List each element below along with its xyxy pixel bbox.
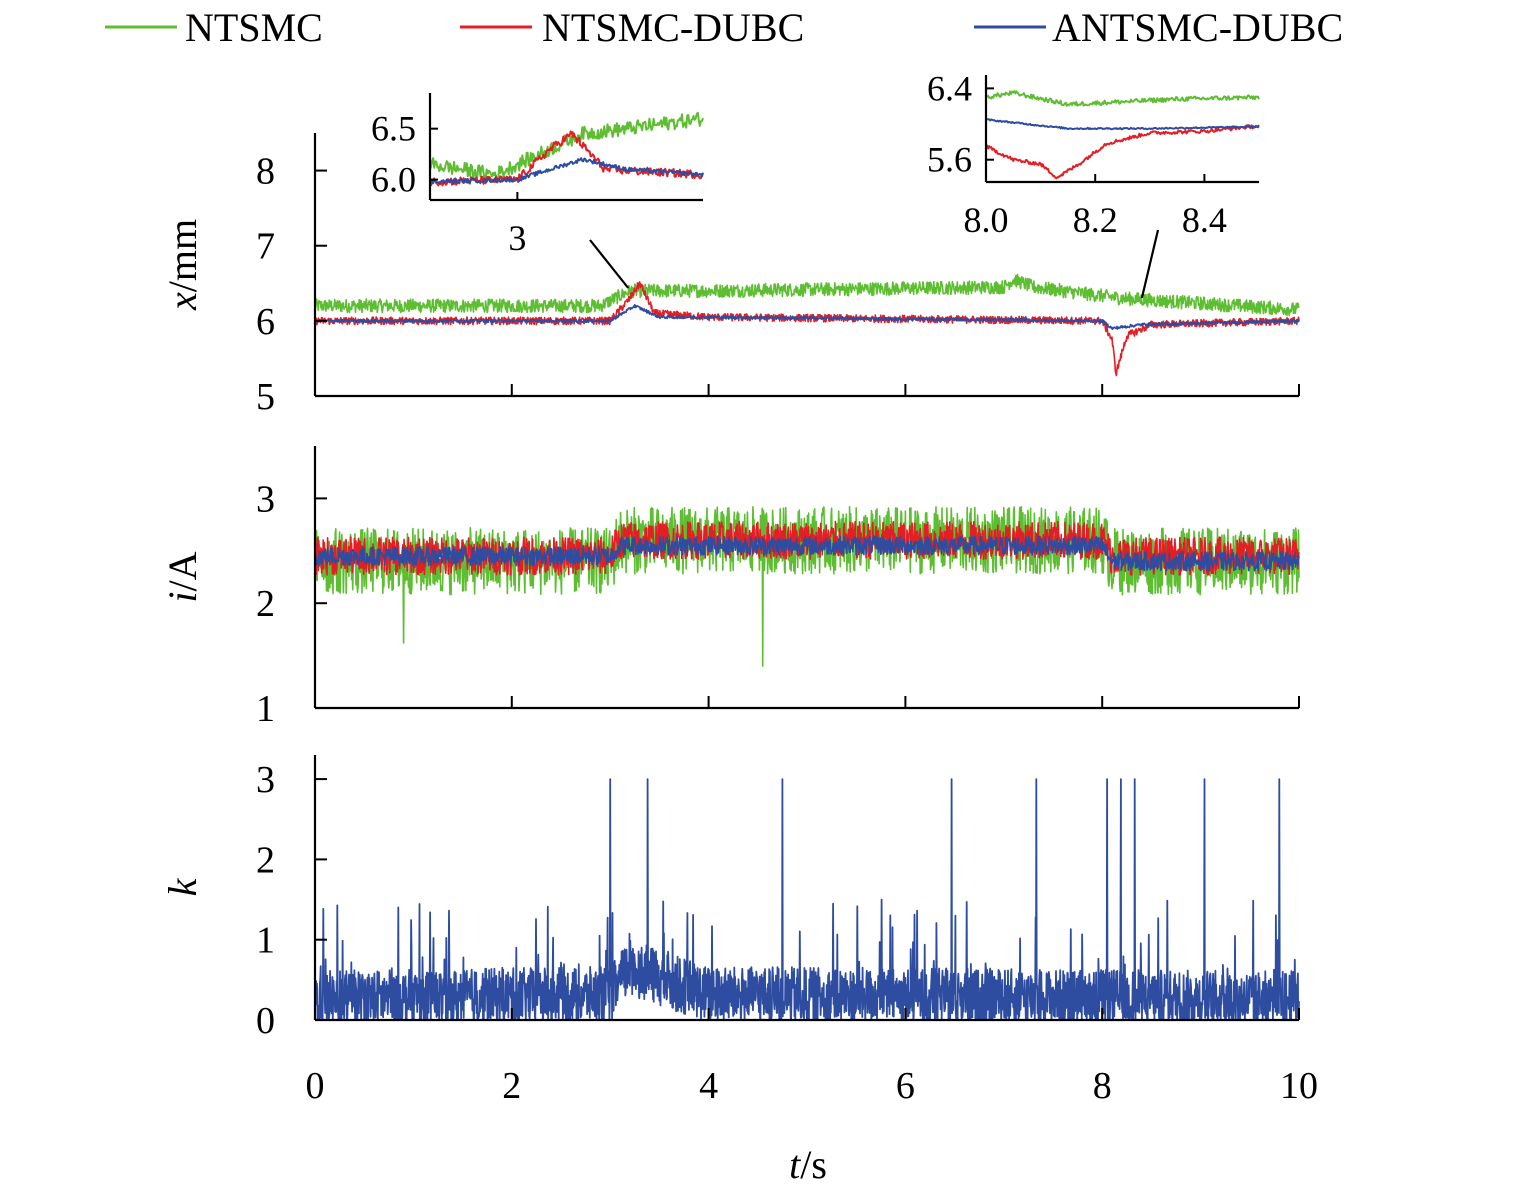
y-axis-title-x: x/mm <box>160 219 205 311</box>
inset-1-y-tick-label: 6.5 <box>371 109 416 149</box>
y-tick-label-x: 6 <box>256 301 275 343</box>
x-tick-label: 2 <box>502 1065 521 1107</box>
x-tick-label: 6 <box>896 1065 915 1107</box>
inset-2-x-tick-label: 8.2 <box>1073 200 1118 240</box>
series-x-ntsmc <box>314 273 1300 317</box>
panels: 5 6 7 8 x/mm 1 2 3 i/A 0 1 2 3 0 2 4 6 8 10 k t/s <box>160 133 1318 1187</box>
y-tick-label-k: 0 <box>256 1000 275 1042</box>
inset-2-pointer <box>1140 229 1160 299</box>
panel-k: 0 1 2 3 0 2 4 6 8 10 k t/s <box>160 755 1318 1187</box>
y-tick-label-x: 8 <box>256 151 275 193</box>
inset-2: 5.6 6.4 8.0 8.2 8.4 <box>927 68 1260 299</box>
inset-1-y-tick-label: 6.0 <box>371 160 416 200</box>
y-axis-title-k: k <box>160 877 205 896</box>
x-tick-label: 8 <box>1093 1065 1112 1107</box>
legend: NTSMC NTSMC-DUBC ANTSMC-DUBC <box>105 5 1343 50</box>
x-axis-title-symbol: t <box>789 1142 801 1187</box>
series-group-i <box>314 506 1300 667</box>
x-tick-label: 0 <box>306 1065 325 1107</box>
inset-2-x-tick-label: 8.0 <box>964 200 1009 240</box>
inset-2-y-tick-label: 6.4 <box>927 68 972 108</box>
inset-2-series-ntsmc <box>985 90 1260 107</box>
series-x-ntsmc-dubc <box>314 281 1300 377</box>
y-tick-label-i: 1 <box>256 688 275 730</box>
series-k-antsmc-dubc <box>314 778 1300 1021</box>
inset-2-x-tick-label: 8.4 <box>1182 200 1227 240</box>
inset-1-series-antsmc-dubc <box>430 157 704 185</box>
inset-1-pointer <box>589 239 630 289</box>
y-axis-title-i: i/A <box>160 551 205 602</box>
y-tick-label-i: 3 <box>256 478 275 520</box>
insets: 6.0 6.5 3 5.6 6.4 8.0 8.2 8.4 <box>371 68 1260 299</box>
y-axis-title-unit-i: /A <box>160 551 205 591</box>
series-x-antsmc-dubc <box>314 303 1300 330</box>
y-axis-title-symbol-i: i <box>160 591 205 602</box>
inset-2-series-ntsmc-dubc <box>985 124 1260 180</box>
y-axis-title-unit-x: /mm <box>160 219 205 292</box>
inset-2-y-tick-label: 5.6 <box>927 140 972 180</box>
panel-i: 1 2 3 i/A <box>160 446 1300 730</box>
legend-label-ntsmc-dubc: NTSMC-DUBC <box>542 5 804 50</box>
y-axis-title-symbol-x: x <box>160 292 205 311</box>
legend-label-antsmc-dubc: ANTSMC-DUBC <box>1052 5 1343 50</box>
x-tick-label: 4 <box>699 1065 718 1107</box>
x-axis-title-unit: /s <box>800 1142 827 1187</box>
y-tick-label-x: 5 <box>256 376 275 418</box>
y-tick-label-x: 7 <box>256 226 275 268</box>
panel-x: 5 6 7 8 x/mm <box>160 133 1300 418</box>
y-tick-label-k: 3 <box>256 759 275 801</box>
series-group-k <box>314 778 1300 1021</box>
series-i-antsmc-dubc <box>314 535 1300 572</box>
y-tick-label-k: 2 <box>256 839 275 881</box>
series-group-x <box>314 273 1300 377</box>
legend-label-ntsmc: NTSMC <box>185 5 323 50</box>
inset-1: 6.0 6.5 3 <box>371 93 704 289</box>
inset-2-series-antsmc-dubc <box>985 118 1260 131</box>
y-tick-label-i: 2 <box>256 583 275 625</box>
inset-1-x-tick-label: 3 <box>508 218 526 258</box>
x-axis-title: t/s <box>789 1142 827 1187</box>
y-axis-title-symbol-k: k <box>160 877 205 896</box>
x-tick-label: 10 <box>1280 1065 1318 1107</box>
y-tick-label-k: 1 <box>256 920 275 962</box>
